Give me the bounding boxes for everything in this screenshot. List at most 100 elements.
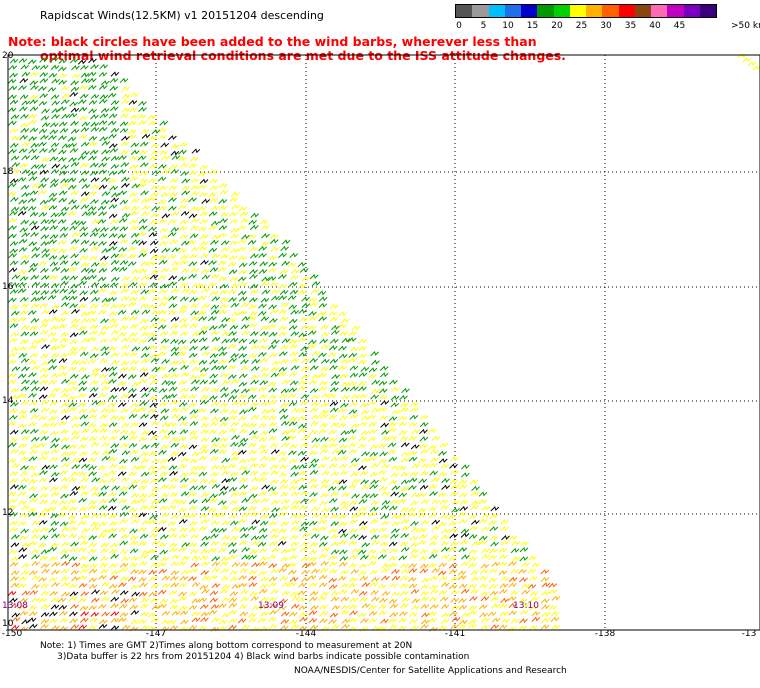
wind-barb xyxy=(308,498,318,504)
wind-barb xyxy=(398,617,408,623)
wind-barb xyxy=(178,560,187,567)
wind-barb xyxy=(288,428,297,434)
wind-barb xyxy=(228,486,238,492)
wind-barb xyxy=(249,401,259,408)
wind-barb xyxy=(189,414,199,420)
wind-barb xyxy=(128,99,138,106)
wind-barb xyxy=(151,604,161,610)
wind-barb xyxy=(27,170,37,177)
wind-barb xyxy=(167,619,177,625)
wind-barb xyxy=(119,127,129,134)
wind-barb xyxy=(449,533,459,539)
wind-barb xyxy=(189,458,199,464)
wind-barb xyxy=(271,288,280,295)
wind-barb xyxy=(47,392,57,399)
wind-barb xyxy=(508,576,518,582)
wind-barb xyxy=(30,225,40,231)
wind-barb xyxy=(10,394,20,400)
wind-barb xyxy=(179,141,189,148)
wind-barb xyxy=(742,57,752,63)
wind-barb xyxy=(120,288,130,294)
wind-barb xyxy=(28,267,37,273)
wind-barb xyxy=(48,416,57,422)
wind-barb xyxy=(320,513,330,520)
wind-barb xyxy=(177,276,187,282)
wind-barb xyxy=(451,499,460,506)
wind-barb xyxy=(58,58,68,64)
wind-barb xyxy=(49,400,59,406)
wind-barb xyxy=(119,121,129,127)
wind-barb xyxy=(188,430,198,436)
wind-barb xyxy=(171,260,181,267)
wind-barb xyxy=(220,556,230,562)
wind-barb xyxy=(88,141,98,147)
wind-barb xyxy=(198,625,208,631)
wind-barb xyxy=(19,227,29,233)
wind-barb xyxy=(280,478,289,484)
wind-barb xyxy=(218,266,228,273)
wind-barb xyxy=(110,329,120,336)
wind-barb xyxy=(160,338,170,344)
wind-barb xyxy=(198,245,208,252)
wind-barb xyxy=(369,471,379,477)
wind-barb xyxy=(150,191,159,198)
wind-barb xyxy=(9,527,18,533)
wind-barb xyxy=(248,612,257,618)
wind-barb xyxy=(358,353,368,359)
wind-barb xyxy=(328,463,338,469)
wind-barb xyxy=(121,505,131,511)
wind-barb xyxy=(98,184,108,190)
wind-barb xyxy=(237,246,247,252)
wind-barb xyxy=(181,190,190,196)
wind-barb xyxy=(39,367,49,373)
wind-barb xyxy=(30,274,40,280)
wind-barb xyxy=(40,407,50,413)
wind-barb xyxy=(40,399,50,405)
wind-barb xyxy=(229,535,239,541)
wind-barb xyxy=(40,240,50,247)
wind-barb xyxy=(381,575,390,581)
wind-barb xyxy=(88,317,98,323)
wind-barb xyxy=(358,511,367,518)
wind-barb xyxy=(437,492,447,498)
legend-swatch xyxy=(683,5,700,17)
wind-barb xyxy=(309,542,319,548)
wind-barb xyxy=(278,325,288,331)
wind-barb xyxy=(338,311,348,317)
wind-barb xyxy=(138,224,148,231)
wind-barb xyxy=(470,569,479,576)
wind-barb xyxy=(128,430,137,436)
wind-barb xyxy=(541,582,551,588)
wind-barb xyxy=(59,254,68,260)
wind-barb xyxy=(41,603,50,610)
wind-barb xyxy=(159,471,169,477)
wind-barb xyxy=(20,302,30,309)
wind-barb xyxy=(130,555,139,562)
wind-barb xyxy=(119,199,129,205)
wind-barb xyxy=(349,528,358,534)
wind-barb xyxy=(40,218,50,225)
wind-barb xyxy=(179,626,189,632)
wind-barb xyxy=(410,444,420,450)
wind-barb xyxy=(129,219,138,225)
wind-barb xyxy=(290,623,300,630)
wind-barb xyxy=(79,226,88,232)
wind-barb xyxy=(280,611,290,617)
wind-barb xyxy=(90,177,100,183)
wind-barb xyxy=(299,267,309,273)
wind-barb xyxy=(420,603,430,610)
wind-barb xyxy=(178,582,188,588)
wind-barb xyxy=(69,591,79,597)
wind-barb xyxy=(298,513,307,519)
wind-barb xyxy=(71,231,81,237)
wind-barb xyxy=(288,611,298,617)
wind-barb xyxy=(190,267,200,273)
wind-barb xyxy=(147,196,157,203)
wind-barb xyxy=(18,553,27,560)
wind-barb xyxy=(391,514,400,520)
wind-barb xyxy=(360,618,369,624)
wind-barb xyxy=(58,512,67,518)
wind-barb xyxy=(379,548,389,554)
wind-barb xyxy=(458,511,467,518)
wind-barb xyxy=(488,568,498,574)
